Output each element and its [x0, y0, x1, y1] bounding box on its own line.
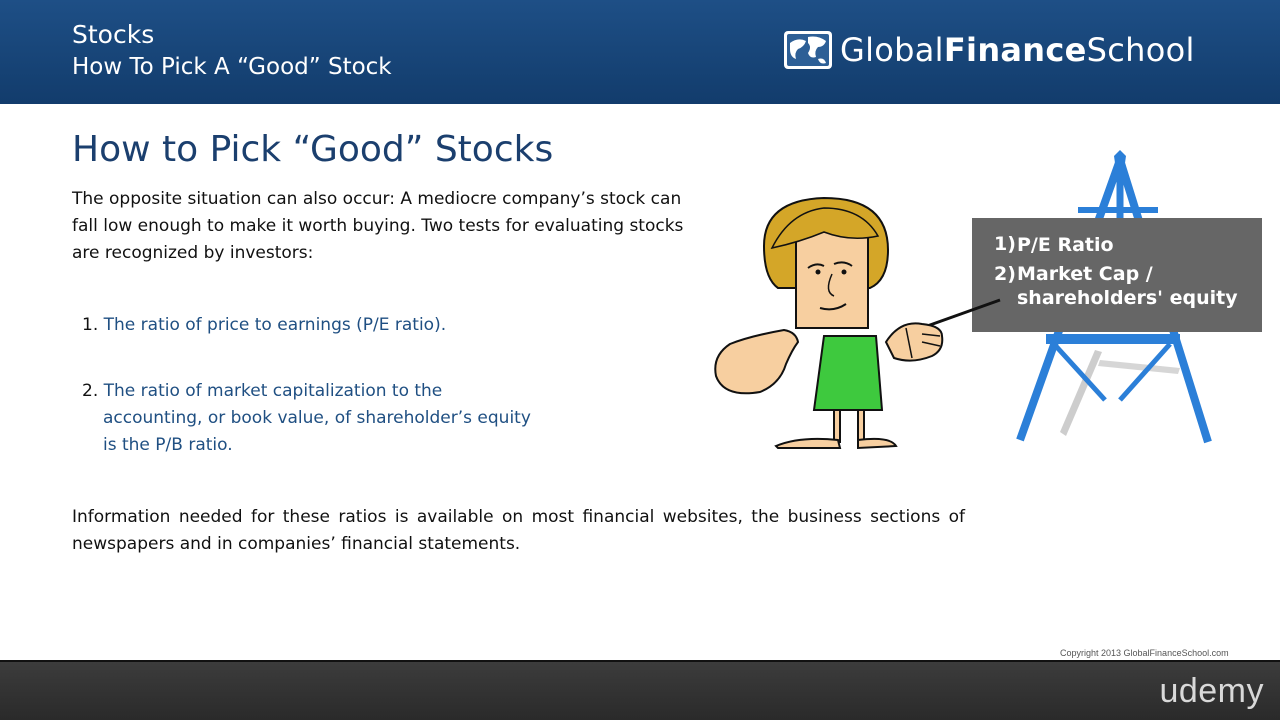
brand-logo: GlobalFinanceSchool — [840, 31, 1195, 69]
logo-part-global: Global — [840, 31, 944, 69]
footer-bar: udemy — [0, 660, 1280, 720]
lecture-title: How To Pick A “Good” Stock — [72, 54, 392, 80]
list-item-pb-ratio: 2. The ratio of market capitalization to… — [82, 378, 622, 459]
teacher-easel-illustration: 1) P/E Ratio 2) Market Cap / shareholder… — [714, 150, 1262, 450]
course-title: Stocks — [72, 20, 155, 49]
list-item-line1: The ratio of market capitalization to th… — [103, 381, 443, 401]
logo-part-finance: Finance — [943, 31, 1087, 69]
board-item-1: P/E Ratio — [1017, 234, 1114, 256]
board-item-1-number: 1) — [994, 233, 1016, 255]
list-number: 2. — [82, 381, 99, 401]
page-title: How to Pick “Good” Stocks — [72, 129, 554, 170]
logo-part-school: School — [1086, 31, 1195, 69]
list-number: 1. — [82, 315, 99, 335]
presentation-board: 1) P/E Ratio 2) Market Cap / shareholder… — [972, 218, 1262, 332]
list-item-text: The ratio of price to earnings (P/E rati… — [103, 315, 447, 335]
intro-paragraph: The opposite situation can also occur: A… — [72, 189, 684, 263]
teacher-character — [714, 196, 944, 450]
board-item-2-number: 2) — [994, 263, 1016, 285]
udemy-logo[interactable]: udemy — [1159, 672, 1264, 710]
copyright-text: Copyright 2013 GlobalFinanceSchool.com — [1060, 648, 1229, 658]
header-bar: Stocks How To Pick A “Good” Stock Global… — [0, 0, 1280, 104]
board-item-2-line2: shareholders' equity — [1017, 287, 1238, 309]
outro-paragraph: Information needed for these ratios is a… — [72, 507, 965, 554]
board-item-2-line1: Market Cap / — [1017, 263, 1153, 285]
globe-map-icon — [784, 31, 832, 69]
easel-icon — [1016, 150, 1212, 444]
list-item-line3: is the P/B ratio. — [103, 435, 233, 455]
list-item-line2: accounting, or book value, of shareholde… — [103, 408, 531, 428]
list-item-pe-ratio: 1. The ratio of price to earnings (P/E r… — [82, 312, 446, 339]
